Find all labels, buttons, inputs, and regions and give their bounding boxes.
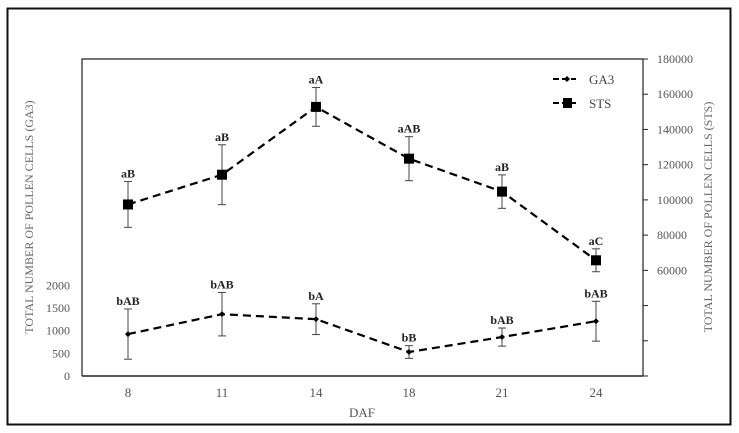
x-tick-label: 24 xyxy=(590,385,604,400)
y-left-tick-label: 1500 xyxy=(46,301,70,315)
legend-sts-label: STS xyxy=(589,96,611,111)
y-right-tick-label: 140000 xyxy=(657,122,693,136)
data-point-ga3 xyxy=(219,311,225,318)
data-point-ga3 xyxy=(499,334,505,341)
y-left-tick-label: 1000 xyxy=(46,324,70,338)
data-point-sts xyxy=(311,101,321,112)
x-axis-label: DAF xyxy=(349,405,375,420)
series-line-ga3 xyxy=(127,313,597,354)
y-right-tick-label: 60000 xyxy=(657,263,687,277)
y-left-tick-label: 0 xyxy=(64,369,70,383)
data-label: aB xyxy=(495,160,509,174)
data-label: aC xyxy=(589,234,604,248)
data-label: bA xyxy=(308,289,324,303)
plot-frame xyxy=(81,58,644,376)
y-axis-right-label: TOTAL NUMBER OF POLLEN CELLS (STS) xyxy=(701,102,715,333)
data-point-ga3 xyxy=(125,331,131,338)
data-label: aB xyxy=(215,130,229,144)
data-point-sts xyxy=(404,153,414,164)
data-label: bAB xyxy=(490,313,513,327)
y-right-tick-label: 160000 xyxy=(657,87,693,101)
y-right-tick-label: 120000 xyxy=(657,158,693,172)
x-tick-label: 11 xyxy=(216,385,229,400)
legend-ga3-marker xyxy=(564,76,570,82)
data-point-sts xyxy=(591,255,601,266)
y-right-tick-label: 80000 xyxy=(657,228,687,242)
data-label: bAB xyxy=(210,277,233,291)
data-label: aB xyxy=(121,167,135,181)
data-label: bB xyxy=(402,331,417,345)
data-label: aAB xyxy=(398,122,421,136)
y-axis-left-label: TOTAL NUMBER OF POLLEN CELLS (GA3) xyxy=(22,100,36,333)
figure-frame xyxy=(6,7,732,426)
y-right-tick-label: 100000 xyxy=(657,193,693,207)
data-point-ga3 xyxy=(593,318,599,325)
data-label: bAB xyxy=(116,294,139,308)
y-left-tick-label: 2000 xyxy=(46,278,70,292)
series-line-sts xyxy=(127,105,597,262)
x-tick-label: 21 xyxy=(496,385,509,400)
data-point-sts xyxy=(123,199,133,210)
legend-sts-marker xyxy=(563,98,572,108)
data-point-ga3 xyxy=(406,348,412,355)
data-point-ga3 xyxy=(313,316,319,323)
data-label: aA xyxy=(309,73,324,87)
legend: GA3 STS xyxy=(553,72,614,111)
y-left-tick-label: 500 xyxy=(52,346,70,360)
x-tick-label: 14 xyxy=(310,385,324,400)
data-point-sts xyxy=(497,186,507,197)
x-tick-label: 18 xyxy=(403,385,416,400)
legend-ga3-label: GA3 xyxy=(589,72,614,87)
data-point-sts xyxy=(217,169,227,180)
data-label: bAB xyxy=(584,286,607,300)
y-right-tick-label: 180000 xyxy=(657,52,693,66)
x-tick-label: 8 xyxy=(125,385,132,400)
